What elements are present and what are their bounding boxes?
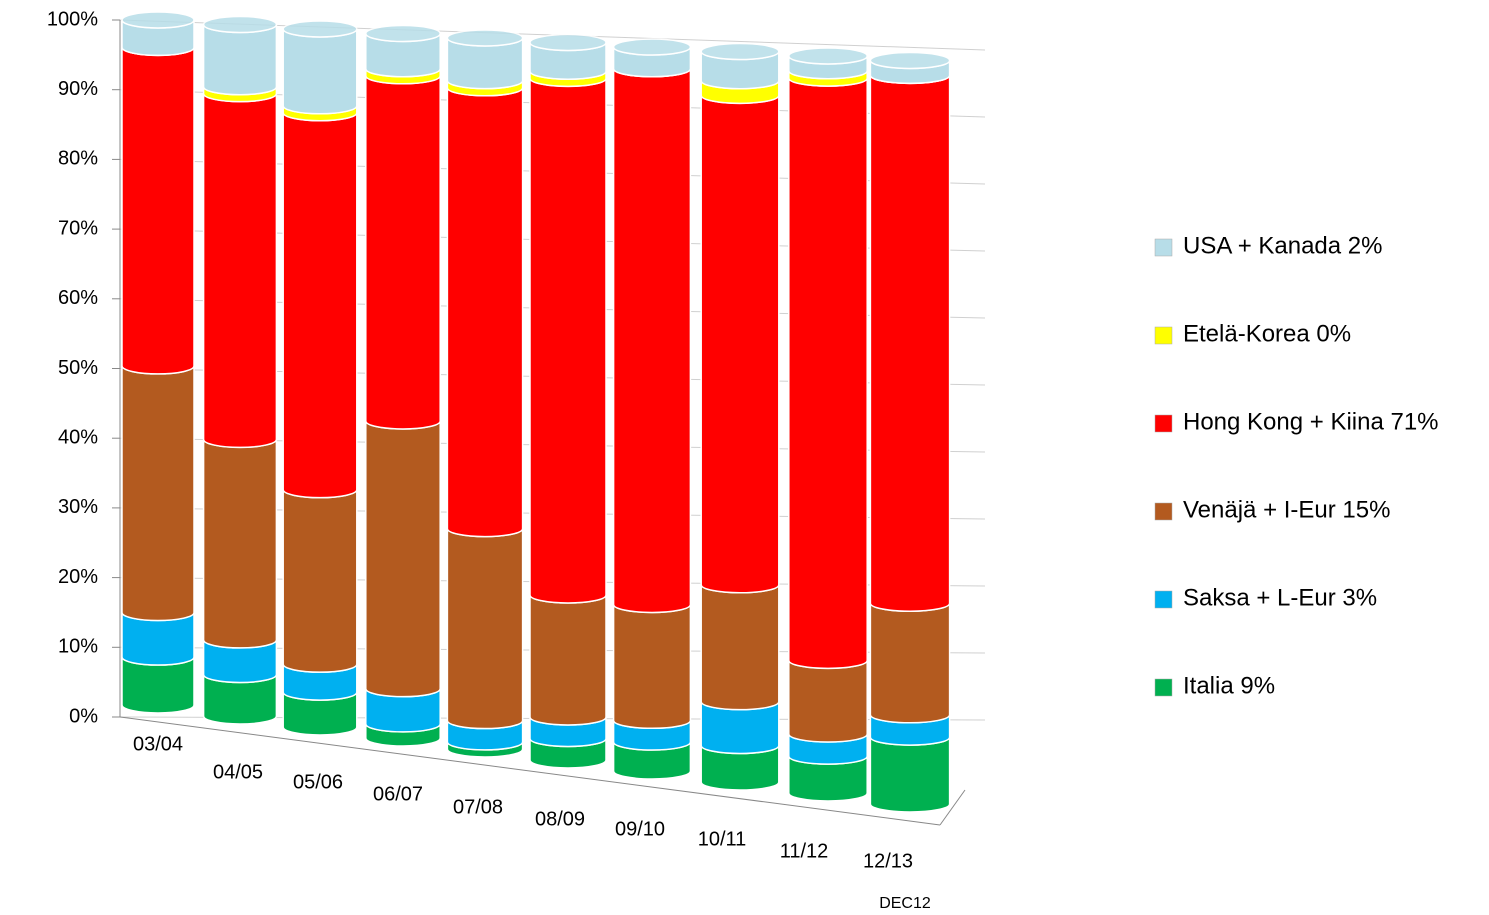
bar-top (121, 11, 195, 29)
bar-segment (121, 47, 195, 375)
bar-segment (282, 489, 358, 673)
x-tick-label: 12/13 (863, 850, 913, 872)
bar-segment (700, 584, 780, 711)
bar-top (788, 47, 868, 65)
bar-segment (202, 93, 278, 449)
y-tick-label: 10% (58, 636, 98, 658)
x-tick-label: 04/05 (213, 761, 263, 783)
x-tick-label: 10/11 (698, 828, 747, 850)
legend-label: Hong Kong + Kiina 71% (1183, 408, 1439, 435)
x-tick-label: 09/10 (615, 818, 665, 840)
floor-edge (119, 716, 941, 826)
bar-top (612, 38, 692, 56)
y-tick-label: 80% (58, 148, 98, 170)
bar-segment (788, 660, 868, 743)
bar-top (365, 24, 441, 43)
bar-segment (529, 594, 607, 726)
bar-segment (202, 439, 278, 649)
y-tick-label: 70% (58, 217, 98, 239)
legend-swatch (1154, 326, 1173, 345)
bar-segment (869, 736, 951, 813)
bar-top (700, 42, 780, 61)
x-tick-label: 11/12 (780, 840, 829, 862)
bar-segment (700, 95, 780, 594)
bar-top (202, 15, 278, 34)
legend-swatch (1154, 678, 1173, 697)
bar-segment (869, 603, 951, 724)
y-tick-label: 0% (69, 705, 98, 727)
x-tick-label: 07/08 (453, 796, 503, 818)
bar-top (446, 29, 524, 47)
annotation: DEC12 (879, 895, 931, 912)
bar-segment (529, 78, 607, 604)
legend-swatch (1154, 238, 1173, 257)
bar-top (529, 33, 607, 52)
legend-swatch (1154, 502, 1173, 521)
legend-swatch (1154, 590, 1173, 609)
y-tick-label: 50% (58, 357, 98, 379)
legend-label: USA + Kanada 2% (1183, 232, 1382, 259)
bar-segment (282, 28, 358, 115)
bar-segment (365, 420, 441, 698)
bar-segment (202, 24, 278, 96)
legend-swatch (1154, 414, 1173, 433)
bar-segment (446, 87, 524, 538)
bar-segment (788, 77, 868, 670)
bar-top (869, 51, 951, 70)
x-tick-label: 03/04 (133, 733, 183, 755)
x-tick-label: 08/09 (535, 808, 585, 830)
legend-label: Italia 9% (1183, 672, 1275, 699)
y-tick-label: 30% (58, 496, 98, 518)
bar-segment (869, 75, 951, 613)
legend-label: Saksa + L-Eur 3% (1183, 584, 1377, 611)
x-tick-label: 06/07 (373, 783, 423, 805)
bar-segment (446, 528, 524, 730)
y-tick-label: 90% (58, 78, 98, 100)
bar-segment (282, 112, 358, 499)
bar-segment (121, 365, 195, 622)
bar-top (282, 20, 358, 38)
bar-segment (612, 604, 692, 730)
y-tick-label: 100% (47, 8, 98, 30)
legend-label: Venäjä + I-Eur 15% (1183, 496, 1390, 523)
legend-label: Etelä-Korea 0% (1183, 320, 1351, 347)
floor-right (939, 789, 966, 826)
y-tick-label: 20% (58, 566, 98, 588)
x-tick-label: 05/06 (293, 771, 343, 793)
y-tick-label: 60% (58, 287, 98, 309)
y-tick-label: 40% (58, 426, 98, 448)
bar-segment (612, 68, 692, 614)
bar-segment (365, 75, 441, 430)
